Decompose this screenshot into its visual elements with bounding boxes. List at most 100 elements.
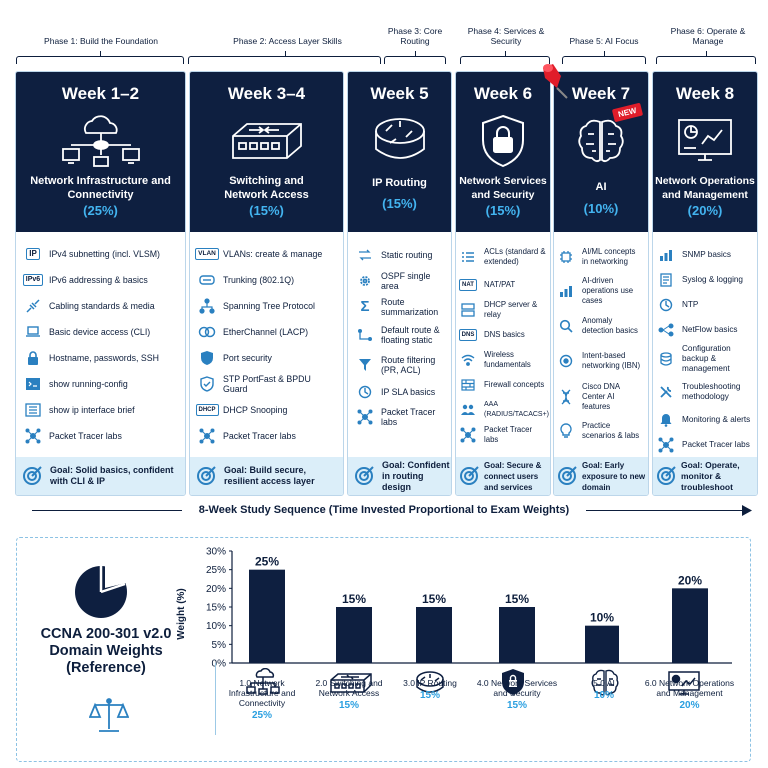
y-tick-label: 5% xyxy=(212,640,227,651)
router-icon xyxy=(416,671,444,693)
week-card: Week 6 Network Services and Security (15… xyxy=(455,71,551,496)
laptop-icon xyxy=(24,324,42,340)
filter-icon xyxy=(356,357,374,373)
weights-bar-chart: Weight (%) 0% 5% 10% 15% 20% 25% 30% 25% 15% 15%… xyxy=(176,547,732,670)
ibn-icon xyxy=(557,353,575,369)
week-label: Week 3–4 xyxy=(227,84,306,103)
list-item: Packet Tracer labs xyxy=(24,423,179,449)
phase-label: Phase 1: Build the Foundation xyxy=(44,36,158,46)
list-item: AI/ML concepts in networking xyxy=(557,240,646,274)
security-shield-icon xyxy=(502,669,524,695)
bar xyxy=(499,607,535,663)
list-item: Practice scenarios & labs xyxy=(557,414,646,448)
list-item: Cisco DNA Center AI features xyxy=(557,379,646,414)
bar-data-label: 15% xyxy=(505,592,529,606)
reference-title: CCNA 200-301 v2.0 Domain Weights (Refere… xyxy=(40,626,172,676)
nat-icon: NAT xyxy=(459,278,477,291)
list-item: Intent-based networking (IBN) xyxy=(557,343,646,379)
list-item: Spanning Tree Protocol xyxy=(198,293,337,319)
tree-icon xyxy=(198,298,216,314)
list-item: Syslog & logging xyxy=(657,267,755,292)
list-item: EtherChannel (LACP) xyxy=(198,319,337,345)
domain-title: Network Operations and Management xyxy=(655,175,755,201)
week-card: Week 3–4 Switching and Network Access (1… xyxy=(189,71,344,496)
list-item: SNMP basics xyxy=(657,242,755,267)
domain-title: Network Infrastructure and Connectivity xyxy=(30,175,171,201)
phase-brace xyxy=(16,51,184,64)
list-item: Troubleshooting methodology xyxy=(657,376,755,407)
domain-title: IP Routing xyxy=(372,177,427,189)
ipv6-icon: IPv6 xyxy=(22,274,44,286)
list-item: show ip interface brief xyxy=(24,397,179,423)
scale-icon xyxy=(89,698,129,732)
goal-banner: Goal: Operate, monitor & troubleshoot xyxy=(653,457,757,495)
target-icon xyxy=(354,464,376,489)
shield-check-icon xyxy=(198,376,216,392)
bar-data-label: 25% xyxy=(255,555,279,569)
goal-banner: Goal: Solid basics, confident with CLI &… xyxy=(16,457,185,495)
list-item: DHCP server & relay xyxy=(459,297,548,322)
phase-label: Phase 5: AI Focus xyxy=(569,36,639,46)
topic-list: SNMP basics Syslog & logging NTP NetFlow… xyxy=(653,232,757,457)
analytics-icon xyxy=(557,283,575,299)
week-card: Week 5 IP Routing (15%) Static routing O… xyxy=(347,71,452,496)
list-item: NTP xyxy=(657,292,755,317)
topic-list: VLAN VLANs: create & manage Trunking (802… xyxy=(190,232,343,449)
x-category: 1.0 Network Infrastructure and Connectiv… xyxy=(228,678,296,721)
snmp-icon xyxy=(657,247,675,263)
list-item: Σ Route summarization xyxy=(356,294,445,319)
reference-panel: CCNA 200-301 v2.0 Domain Weights (Refere… xyxy=(16,537,751,762)
y-axis-label: Weight (%) xyxy=(176,588,187,639)
phase-label: Phase 4: Services & Security xyxy=(467,26,545,46)
domain-pct: (15%) xyxy=(485,203,521,218)
target-icon xyxy=(22,464,44,489)
arrow-right-icon xyxy=(742,505,752,516)
packet-tracer-icon xyxy=(657,437,675,453)
topic-list: ACLs (standard & extended) NAT NAT/PAT DH… xyxy=(456,232,550,447)
dhcp-icon: DHCP xyxy=(195,404,219,416)
list-item: DHCP DHCP Snooping xyxy=(195,397,337,423)
phase-label: Phase 2: Access Layer Skills xyxy=(233,36,342,46)
list-item: OSPF single area xyxy=(356,267,445,294)
acl-icon xyxy=(459,249,477,265)
trunk-icon xyxy=(198,272,216,288)
wifi-icon xyxy=(459,352,477,368)
y-tick-label: 0% xyxy=(212,659,227,670)
switch-icon xyxy=(330,673,372,693)
list-item: Anomaly detection basics xyxy=(557,308,646,343)
security-shield-icon xyxy=(456,108,550,174)
network-infrastructure-icon xyxy=(246,668,280,695)
y-tick-label: 25% xyxy=(206,565,226,576)
list-item: Packet Tracer labs xyxy=(356,404,445,429)
firewall-icon xyxy=(459,377,477,393)
clock-icon xyxy=(657,297,675,313)
list-item: Packet Tracer labs xyxy=(657,432,755,457)
domain-pct: (15%) xyxy=(249,203,284,218)
list-item: IPv6 IPv6 addressing & basics xyxy=(22,267,179,293)
bar xyxy=(416,607,452,663)
week-header: Week 5 IP Routing (15%) xyxy=(348,72,451,232)
sigma-icon: Σ xyxy=(360,297,370,315)
goal-banner: Goal: Early exposure to new domain xyxy=(554,457,648,495)
dns-icon: DNS xyxy=(458,328,478,341)
topic-list: AI/ML concepts in networking AI-driven o… xyxy=(554,232,648,448)
domain-title: AI xyxy=(595,181,607,193)
goal-banner: Goal: Secure & connect users and service… xyxy=(456,457,550,495)
sequence-label: 8-Week Study Sequence (Time Invested Pro… xyxy=(198,504,570,516)
list-item: STP PortFast & BPDU Guard xyxy=(198,371,337,397)
domain-pct: (15%) xyxy=(382,196,417,211)
y-tick-label: 15% xyxy=(206,603,226,614)
bar xyxy=(336,607,372,663)
y-tick-label: 20% xyxy=(206,584,226,595)
bar-data-label: 20% xyxy=(678,573,702,587)
week-label: Week 1–2 xyxy=(61,84,140,103)
y-tick-label: 10% xyxy=(206,621,226,632)
default-route-icon xyxy=(356,327,374,343)
switch-icon xyxy=(190,108,343,174)
sla-icon xyxy=(356,384,374,400)
gear-icon xyxy=(356,273,374,289)
list-item: VLAN VLANs: create & manage xyxy=(195,241,337,267)
goal-banner: Goal: Build secure, resilient access lay… xyxy=(190,457,343,495)
dashboard-monitor-icon xyxy=(653,108,757,174)
list-item: AAA (RADIUS/TACACS+) xyxy=(459,397,549,422)
